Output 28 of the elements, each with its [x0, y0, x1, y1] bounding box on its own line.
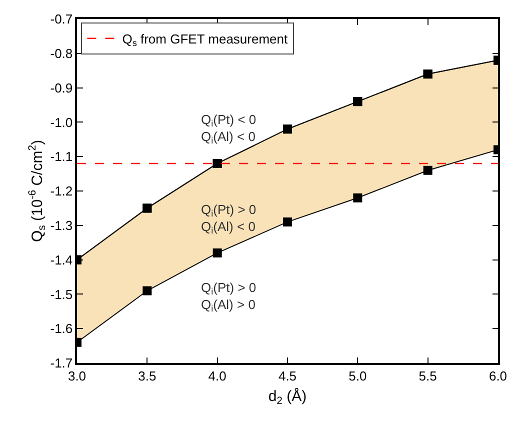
y-tick-label: -1.7: [50, 356, 73, 371]
y-tick-label: -1.0: [50, 114, 73, 130]
x-tick-label: 3.5: [138, 368, 156, 384]
y-tick-label: -1.3: [50, 218, 73, 233]
x-tick-label: 3.0: [68, 368, 86, 384]
x-tick-label: 6.0: [488, 368, 508, 384]
x-tick-label: 5.0: [348, 368, 367, 384]
legend-label: Q$_{s}$ from GFET measurement: [122, 31, 288, 48]
y-tick-label: -0.9: [50, 80, 73, 96]
point: [353, 97, 362, 106]
point: [283, 124, 292, 134]
x-axis-title: d$_{2}$ (Å): [268, 386, 307, 407]
x-tick-label: 4.0: [208, 368, 226, 384]
x-tick-label: 4.5: [278, 368, 297, 384]
x-tick-label: 5.5: [418, 368, 437, 384]
y-tick-label: -0.7: [50, 12, 73, 27]
y-tick-label: -1.4: [50, 252, 73, 268]
annotation: Q$_{i}$(Pt) < 0 Q$_{i}$(Al) < 0: [201, 112, 256, 146]
point: [212, 158, 222, 168]
point: [423, 70, 432, 79]
y-tick-label: -1.2: [50, 184, 73, 199]
y-tick-label: -0.8: [50, 46, 73, 61]
y-tick-label: -1.5: [50, 286, 73, 302]
annotation: Q$_{i}$(Pt) > 0 Q$_{i}$(Al) < 0: [201, 202, 256, 236]
point: [142, 204, 152, 213]
annotation: Q$_{i}$(Pt) > 0 Q$_{i}$(Al) > 0: [201, 280, 256, 314]
y-tick-label: -1.6: [50, 321, 73, 336]
y-tick-label: -1.1: [50, 149, 73, 164]
